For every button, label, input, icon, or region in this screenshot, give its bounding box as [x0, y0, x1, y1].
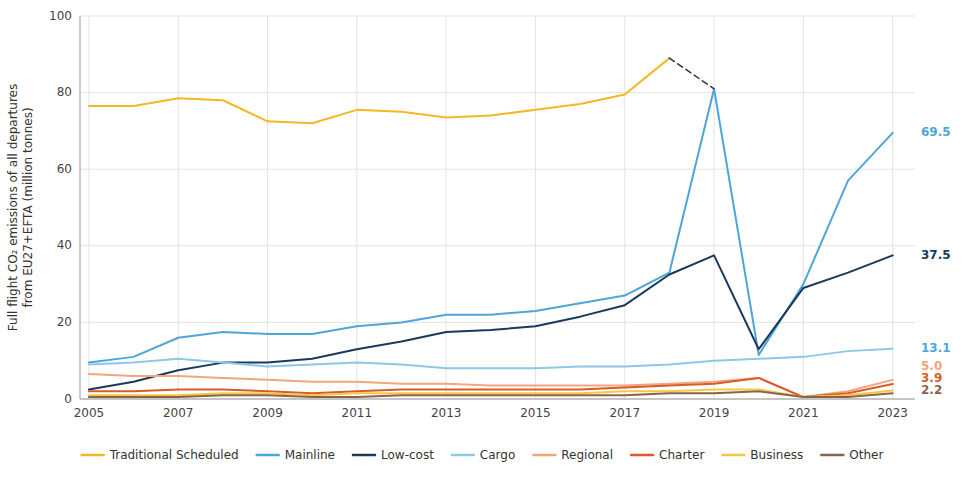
- tick-labels: 0 20 40 60 80 100 2005 2007 2009 2011 2013 2015 2017…: [49, 9, 908, 421]
- legend-item: Traditional Scheduled: [82, 448, 239, 462]
- y-axis-label: Full flight CO₂ emissions of all departu…: [6, 84, 35, 331]
- legend: Traditional Scheduled Mainline Low-cost Car…: [82, 448, 884, 462]
- legend-label: Regional: [561, 448, 613, 462]
- grid-line-y: [80, 322, 915, 323]
- y-tick-label: 60: [57, 162, 72, 176]
- y-tick-label: 80: [57, 85, 72, 99]
- legend-label: Mainline: [285, 448, 335, 462]
- end-labels: 2.23.95.0 13.1 37.5 69.5: [921, 125, 951, 397]
- legend-label: Low-cost: [381, 448, 434, 462]
- legend-item: Low-cost: [353, 448, 434, 462]
- y-tick-label: 20: [57, 315, 72, 329]
- legend-swatch: [631, 454, 653, 457]
- legend-item: Other: [821, 448, 883, 462]
- x-tick-label: 2019: [699, 406, 730, 420]
- grid-line-x: [88, 16, 89, 399]
- x-tick-label: 2007: [163, 406, 194, 420]
- grid-line-x: [178, 16, 179, 399]
- y-tick-label: 40: [57, 238, 72, 252]
- x-tick-label: 2013: [431, 406, 462, 420]
- x-tick-label: 2009: [252, 406, 283, 420]
- legend-swatch: [257, 454, 279, 457]
- legend-item: Charter: [631, 448, 704, 462]
- end-label: 37.5: [921, 248, 951, 262]
- legend-swatch: [821, 454, 843, 457]
- annotation-line: [669, 58, 714, 89]
- series-line: [89, 255, 893, 389]
- series-line: [89, 58, 669, 123]
- grid-line-x: [535, 16, 536, 399]
- legend-item: Mainline: [257, 448, 335, 462]
- legend-label: Business: [750, 448, 803, 462]
- legend-label: Traditional Scheduled: [109, 448, 239, 462]
- legend-item: Business: [722, 448, 803, 462]
- end-label: 69.5: [921, 125, 951, 139]
- end-label: 5.0: [921, 359, 942, 373]
- x-tick-label: 2011: [342, 406, 373, 420]
- x-tick-label: 2017: [609, 406, 640, 420]
- grid-line-y: [80, 16, 915, 17]
- grid-line-y: [80, 169, 915, 170]
- legend-swatch: [722, 454, 744, 457]
- legend-item: Cargo: [452, 448, 515, 462]
- legend-label: Other: [849, 448, 883, 462]
- x-tick-label: 2015: [520, 406, 551, 420]
- grid-line-y: [80, 399, 915, 400]
- legend-item: Regional: [533, 448, 613, 462]
- grid-line-y: [80, 245, 915, 246]
- y-tick-label: 0: [64, 392, 72, 406]
- series-line: [89, 391, 893, 397]
- grid: [80, 16, 915, 399]
- legend-swatch: [353, 454, 375, 457]
- end-label: 13.1: [921, 341, 951, 355]
- series-line: [89, 389, 893, 397]
- chart: 0 20 40 60 80 100 2005 2007 2009 2011 2013 2015 2017…: [0, 0, 965, 479]
- legend-label: Cargo: [480, 448, 515, 462]
- legend-swatch: [452, 454, 474, 457]
- legend-label: Charter: [659, 448, 704, 462]
- grid-line-y: [80, 92, 915, 93]
- series-line: [89, 349, 893, 369]
- grid-line-x: [356, 16, 357, 399]
- grid-line-x: [446, 16, 447, 399]
- series-line: [89, 374, 893, 397]
- series-line: [89, 378, 893, 397]
- x-axis-line: [80, 399, 915, 400]
- grid-line-x: [803, 16, 804, 399]
- series-lines: [89, 58, 893, 397]
- end-label: 3.9: [921, 371, 942, 385]
- grid-line-x: [892, 16, 893, 399]
- y-tick-label: 100: [49, 9, 72, 23]
- series-line: [89, 89, 893, 363]
- legend-swatch: [533, 454, 555, 457]
- end-label: 2.2: [921, 383, 942, 397]
- x-tick-label: 2005: [74, 406, 105, 420]
- grid-line-x: [267, 16, 268, 399]
- legend-swatch: [82, 454, 104, 457]
- grid-line-x: [714, 16, 715, 399]
- x-tick-label: 2023: [877, 406, 908, 420]
- grid-line-x: [624, 16, 625, 399]
- y-axis-line: [80, 16, 81, 399]
- x-tick-label: 2021: [788, 406, 819, 420]
